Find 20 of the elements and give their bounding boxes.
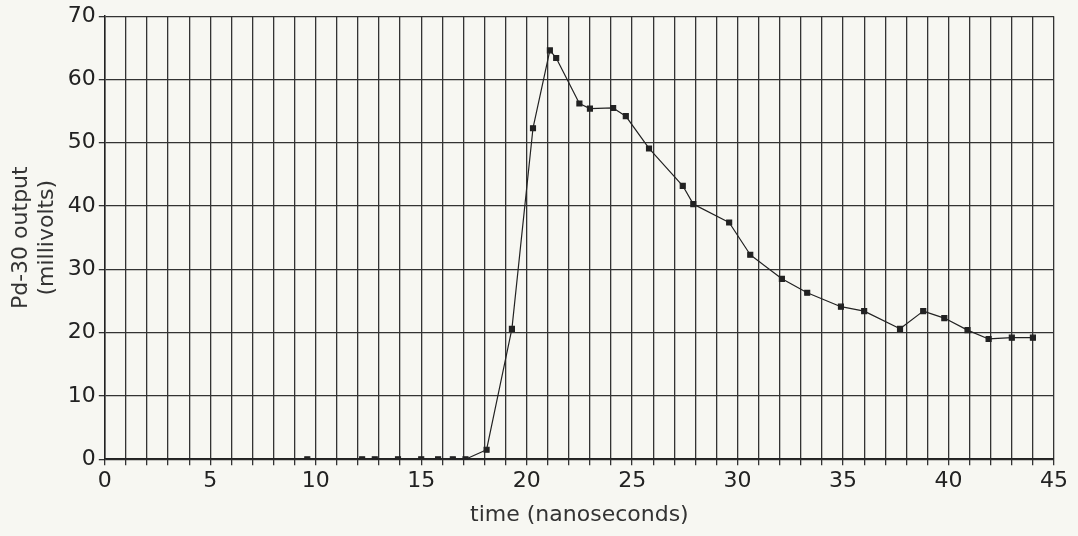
y-tick-label: 10 <box>67 381 96 407</box>
x-tick-label: 30 <box>723 467 752 493</box>
x-axis-title: time (nanoseconds) <box>470 500 689 526</box>
x-tick-label: 10 <box>301 467 330 493</box>
y-axis-title: Pd-30 output (millivolts) <box>6 165 59 310</box>
x-tick-label: 0 <box>97 467 112 493</box>
y-tick-label: 0 <box>81 444 96 470</box>
y-tick-label: 30 <box>67 255 96 281</box>
y-tick-label: 60 <box>67 65 96 91</box>
y-tick-label: 20 <box>67 318 96 344</box>
y-tick-label: 50 <box>67 128 96 154</box>
x-tick-label: 15 <box>407 467 436 493</box>
x-tick-label: 45 <box>1040 467 1068 493</box>
y-tick-label: 40 <box>67 191 96 217</box>
x-tick-label: 35 <box>829 467 858 493</box>
y-tick-label: 70 <box>67 1 96 27</box>
x-tick-label: 40 <box>934 467 963 493</box>
x-tick-label: 5 <box>203 467 218 493</box>
x-tick-label: 20 <box>512 467 541 493</box>
x-tick-label: 25 <box>618 467 647 493</box>
